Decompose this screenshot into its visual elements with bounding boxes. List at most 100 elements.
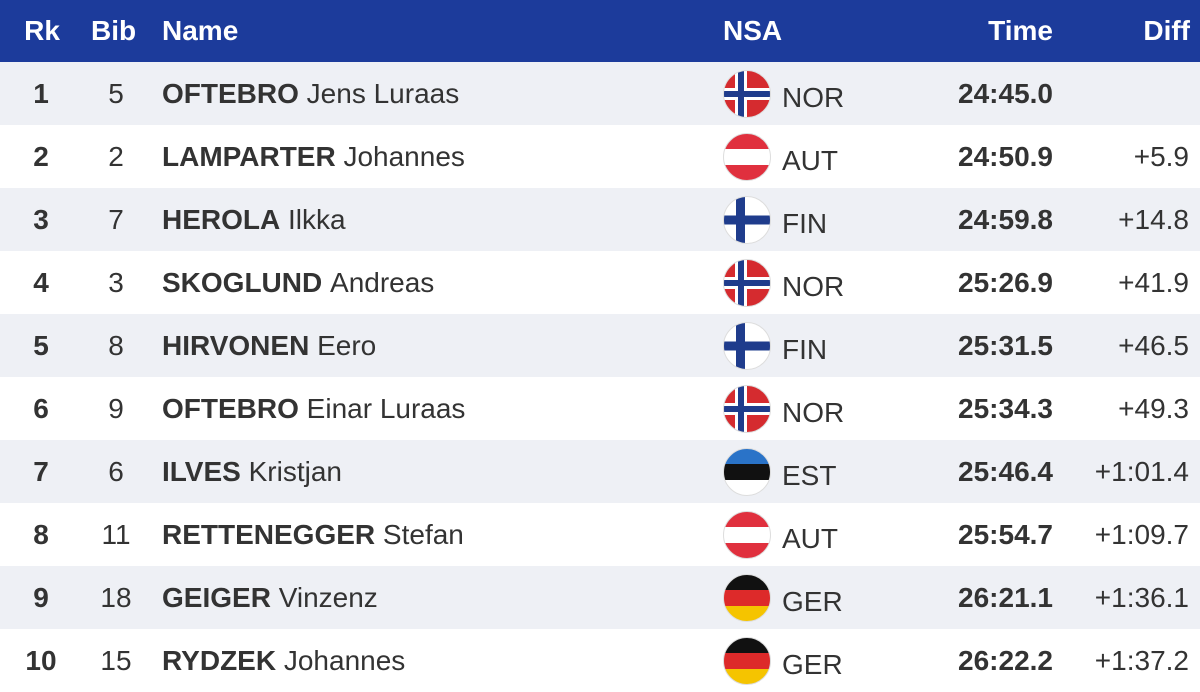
diff: +41.9 [1118,266,1189,298]
flag-border [723,574,771,622]
diff: +14.8 [1118,203,1189,235]
flag-shape [723,590,771,606]
flag-shape [723,606,771,622]
flag-border [723,322,771,370]
athlete-name: SKOGLUND Andreas [162,267,434,299]
flag-shapes [723,133,771,181]
time: 24:50.9 [958,140,1053,172]
flag-icon [723,574,771,622]
surname: OFTEBRO [162,392,299,424]
athlete-name: OFTEBRO Einar Luraas [162,393,465,425]
flag-shape [723,448,771,464]
flag-shape [723,637,771,653]
result-row: 8 11 RETTENEGGER Stefan AUT 25:54.7 +1:09.7 [0,503,1200,566]
diff: +49.3 [1118,392,1189,424]
flag-shapes [723,322,771,370]
flag-shape [723,215,771,225]
nsa: GER [782,648,843,680]
flag-shapes [723,448,771,496]
flag-icon [723,70,771,118]
diff: +5.9 [1133,140,1189,172]
athlete-name: RYDZEK Johannes [162,645,405,677]
rank: 7 [33,455,49,487]
flag-shapes [723,637,771,685]
flag-shape [723,480,771,496]
flag-shapes [723,574,771,622]
given-name: Johannes [343,140,465,172]
flag-shapes [723,385,771,433]
time: 24:45.0 [958,77,1053,109]
bib: 7 [108,203,124,235]
diff: +1:09.7 [1094,518,1189,550]
nsa: AUT [782,522,838,554]
flag-border [723,637,771,685]
rank: 4 [33,266,49,298]
flag-border [723,133,771,181]
surname: ILVES [162,455,241,487]
time: 25:46.4 [958,455,1053,487]
rank: 2 [33,140,49,172]
surname: LAMPARTER [162,140,336,172]
result-row: 7 6 ILVES Kristjan EST 25:46.4 +1:01.4 [0,440,1200,503]
nsa: FIN [782,207,828,239]
diff: +46.5 [1118,329,1189,361]
bib: 18 [100,581,132,613]
result-row: 9 18 GEIGER Vinzenz GER 26:21.1 +1:36.1 [0,566,1200,629]
header-cell: Rk [24,15,60,46]
flag-icon [723,322,771,370]
flag-shape [723,669,771,685]
rank: 6 [33,392,49,424]
flag-shape [723,149,771,165]
flag-icon [723,259,771,307]
surname: GEIGER [162,581,271,613]
flag-border [723,448,771,496]
nsa: NOR [782,396,845,428]
rank: 3 [33,203,49,235]
bib: 6 [108,455,124,487]
flag-shape [723,280,771,286]
athlete-name: HEROLA Ilkka [162,204,346,236]
result-row: 4 3 SKOGLUND Andreas NOR 25:26.9 +41.9 [0,251,1200,314]
flag-shape [723,91,771,97]
time: 25:54.7 [958,518,1053,550]
time: 26:22.2 [958,644,1053,676]
given-name: Kristjan [248,455,342,487]
result-row: 2 2 LAMPARTER Johannes AUT 24:50.9 +5.9 [0,125,1200,188]
flag-shape [723,464,771,480]
diff: +1:36.1 [1094,581,1189,613]
given-name: Eero [317,329,377,361]
header-cell: NSA [723,15,783,46]
athlete-name: OFTEBRO Jens Luraas [162,78,459,110]
diff: +1:01.4 [1094,455,1189,487]
given-name: Vinzenz [278,581,378,613]
rank: 9 [33,581,49,613]
bib: 2 [108,140,124,172]
flag-shapes [723,259,771,307]
flag-shapes [723,70,771,118]
nsa: NOR [782,81,845,113]
time: 25:31.5 [958,329,1053,361]
athlete-name: GEIGER Vinzenz [162,582,378,614]
flag-border [723,70,771,118]
bib: 5 [108,77,124,109]
flag-shape [723,653,771,669]
bib: 3 [108,266,124,298]
bib: 8 [108,329,124,361]
given-name: Andreas [330,266,435,298]
flag-icon [723,511,771,559]
nsa: AUT [782,144,838,176]
given-name: Stefan [382,518,464,550]
result-row: 5 8 HIRVONEN Eero FIN 25:31.5 +46.5 [0,314,1200,377]
rank: 5 [33,329,49,361]
athlete-name: ILVES Kristjan [162,456,342,488]
header-cell: Diff [1143,15,1190,46]
flag-icon [723,196,771,244]
athlete-name: HIRVONEN Eero [162,330,376,362]
given-name: Ilkka [288,203,346,235]
bib: 11 [101,518,131,550]
surname: SKOGLUND [162,266,323,298]
flag-icon [723,133,771,181]
given-name: Einar Luraas [306,392,466,424]
result-row: 10 15 RYDZEK Johannes GER 26:22.2 +1:37.2 [0,629,1200,692]
